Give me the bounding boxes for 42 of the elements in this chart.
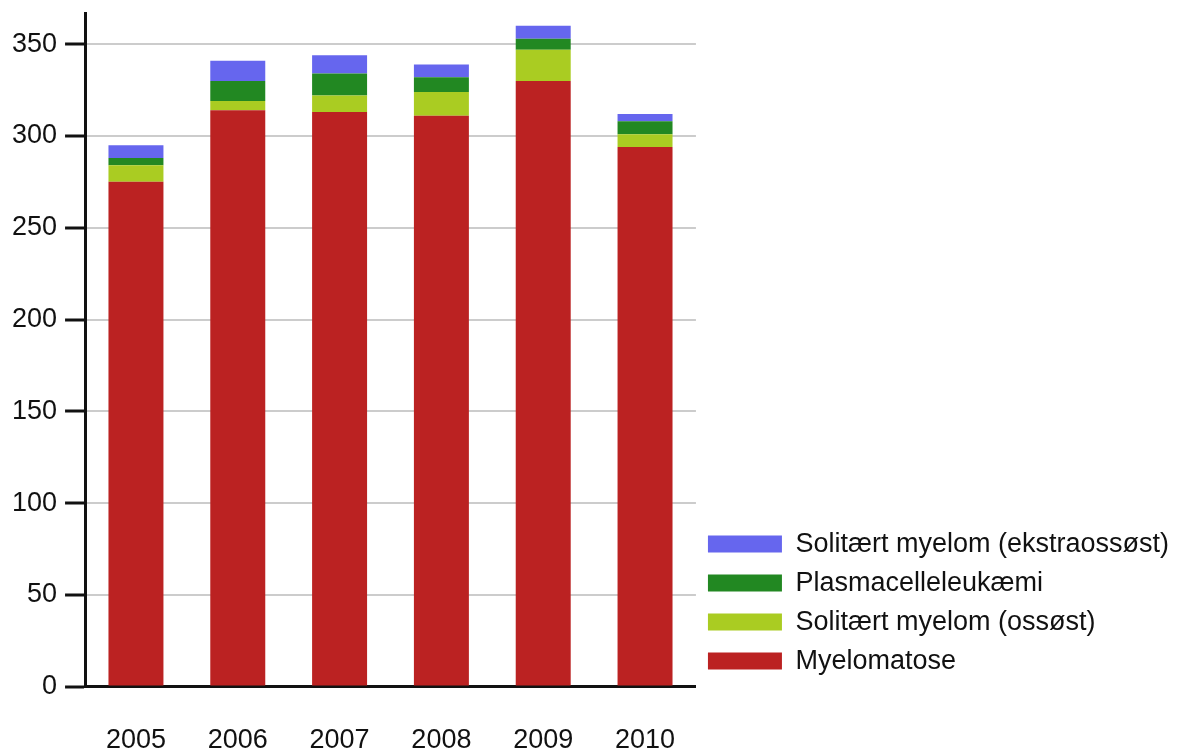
x-tick-label: 2007 [309, 724, 370, 751]
bar [515, 25, 571, 39]
x-tick-label: 2009 [513, 724, 574, 751]
legend-label: Solitært myelom (ekstraossøst) [795, 527, 1170, 558]
bar [108, 145, 164, 158]
x-tick-label: 2010 [615, 724, 676, 751]
bar [413, 91, 469, 116]
legend-label: Plasmacelleleukæmi [795, 566, 1044, 597]
bar [108, 181, 164, 686]
y-tick-label: 250 [11, 211, 58, 242]
bar [617, 113, 673, 122]
y-tick-label: 200 [11, 302, 58, 333]
bar [515, 38, 571, 50]
legend-label: Myelomatose [795, 644, 957, 675]
bar [210, 110, 266, 686]
bar [312, 95, 368, 113]
y-tick-label: 100 [11, 486, 58, 517]
legend-label: Solitært myelom (ossøst) [795, 605, 1096, 636]
bar [210, 60, 266, 81]
bar [617, 134, 673, 147]
y-tick-label: 150 [11, 394, 58, 425]
bar [617, 146, 673, 686]
bar [108, 158, 164, 166]
bar [108, 165, 164, 182]
bar [210, 80, 266, 102]
bar [515, 49, 571, 81]
y-tick-label: 50 [27, 578, 58, 609]
y-tick-label: 350 [11, 27, 58, 58]
x-tick-label: 2008 [411, 724, 472, 751]
bar [413, 115, 469, 686]
bar [617, 121, 673, 135]
bar [312, 55, 368, 74]
bar [413, 64, 469, 78]
bar [312, 73, 368, 96]
x-tick-label: 2006 [207, 724, 268, 751]
x-tick-label: 2005 [105, 724, 166, 751]
y-tick-label: 300 [11, 119, 58, 150]
bar [413, 77, 469, 92]
bar [312, 112, 368, 686]
bar [210, 101, 266, 111]
y-tick-label: 0 [42, 670, 58, 701]
bar [515, 80, 571, 686]
